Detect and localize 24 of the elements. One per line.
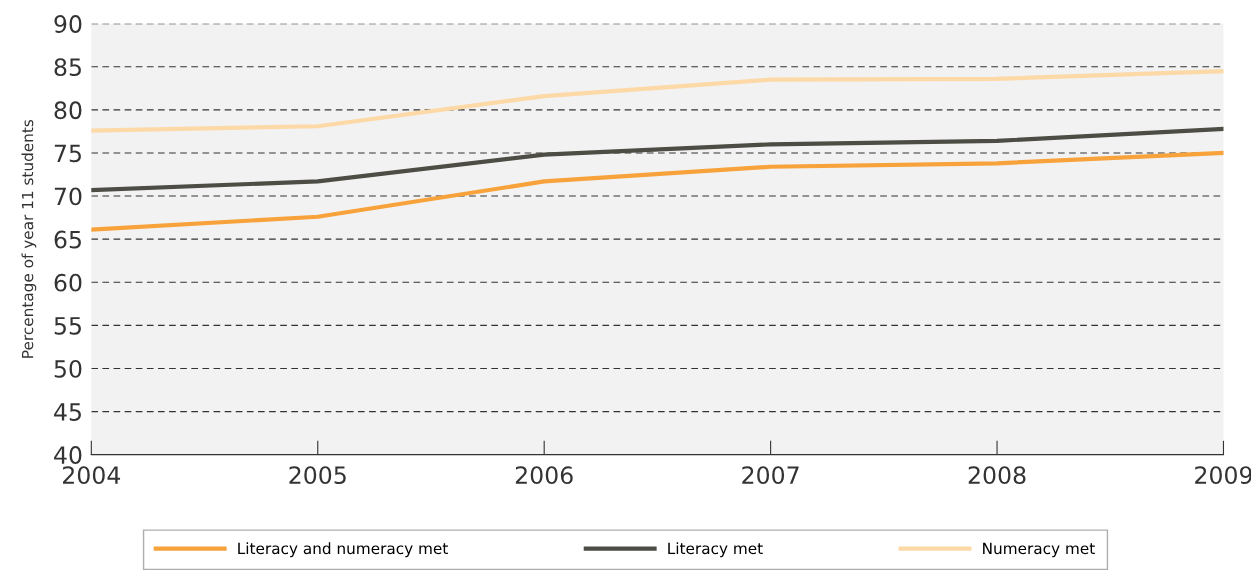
- y-tick-label: 65: [54, 230, 81, 249]
- y-tick-label: 45: [54, 403, 81, 421]
- y-tick-label: 85: [54, 58, 81, 77]
- line-series: [91, 126, 1224, 193]
- y-axis-title: Percentage of year 11 students: [21, 119, 37, 358]
- legend-label: Numeracy met: [983, 542, 1095, 558]
- y-tick-label: 55: [54, 317, 81, 335]
- x-tick-label: 2007: [742, 466, 799, 485]
- y-tick-label: 70: [54, 187, 82, 206]
- y-tick-label: 40: [54, 446, 82, 464]
- line-series: [91, 68, 1224, 133]
- x-tick-label: 2005: [289, 466, 346, 485]
- line-series: [91, 150, 1224, 232]
- x-tick-label: 2006: [515, 466, 573, 485]
- y-tick-label: 60: [54, 273, 82, 292]
- legend-label: Literacy and numeracy met: [238, 542, 448, 558]
- x-tick-label: 2008: [968, 466, 1026, 485]
- y-tick-label: 75: [54, 144, 81, 163]
- y-tick-label: 80: [54, 101, 82, 120]
- x-tick-label: 2004: [63, 466, 121, 485]
- legend-label: Literacy met: [668, 542, 763, 558]
- x-tick-label: 2009: [1195, 466, 1251, 485]
- y-tick-label: 50: [54, 359, 82, 378]
- y-tick-label: 90: [54, 15, 82, 33]
